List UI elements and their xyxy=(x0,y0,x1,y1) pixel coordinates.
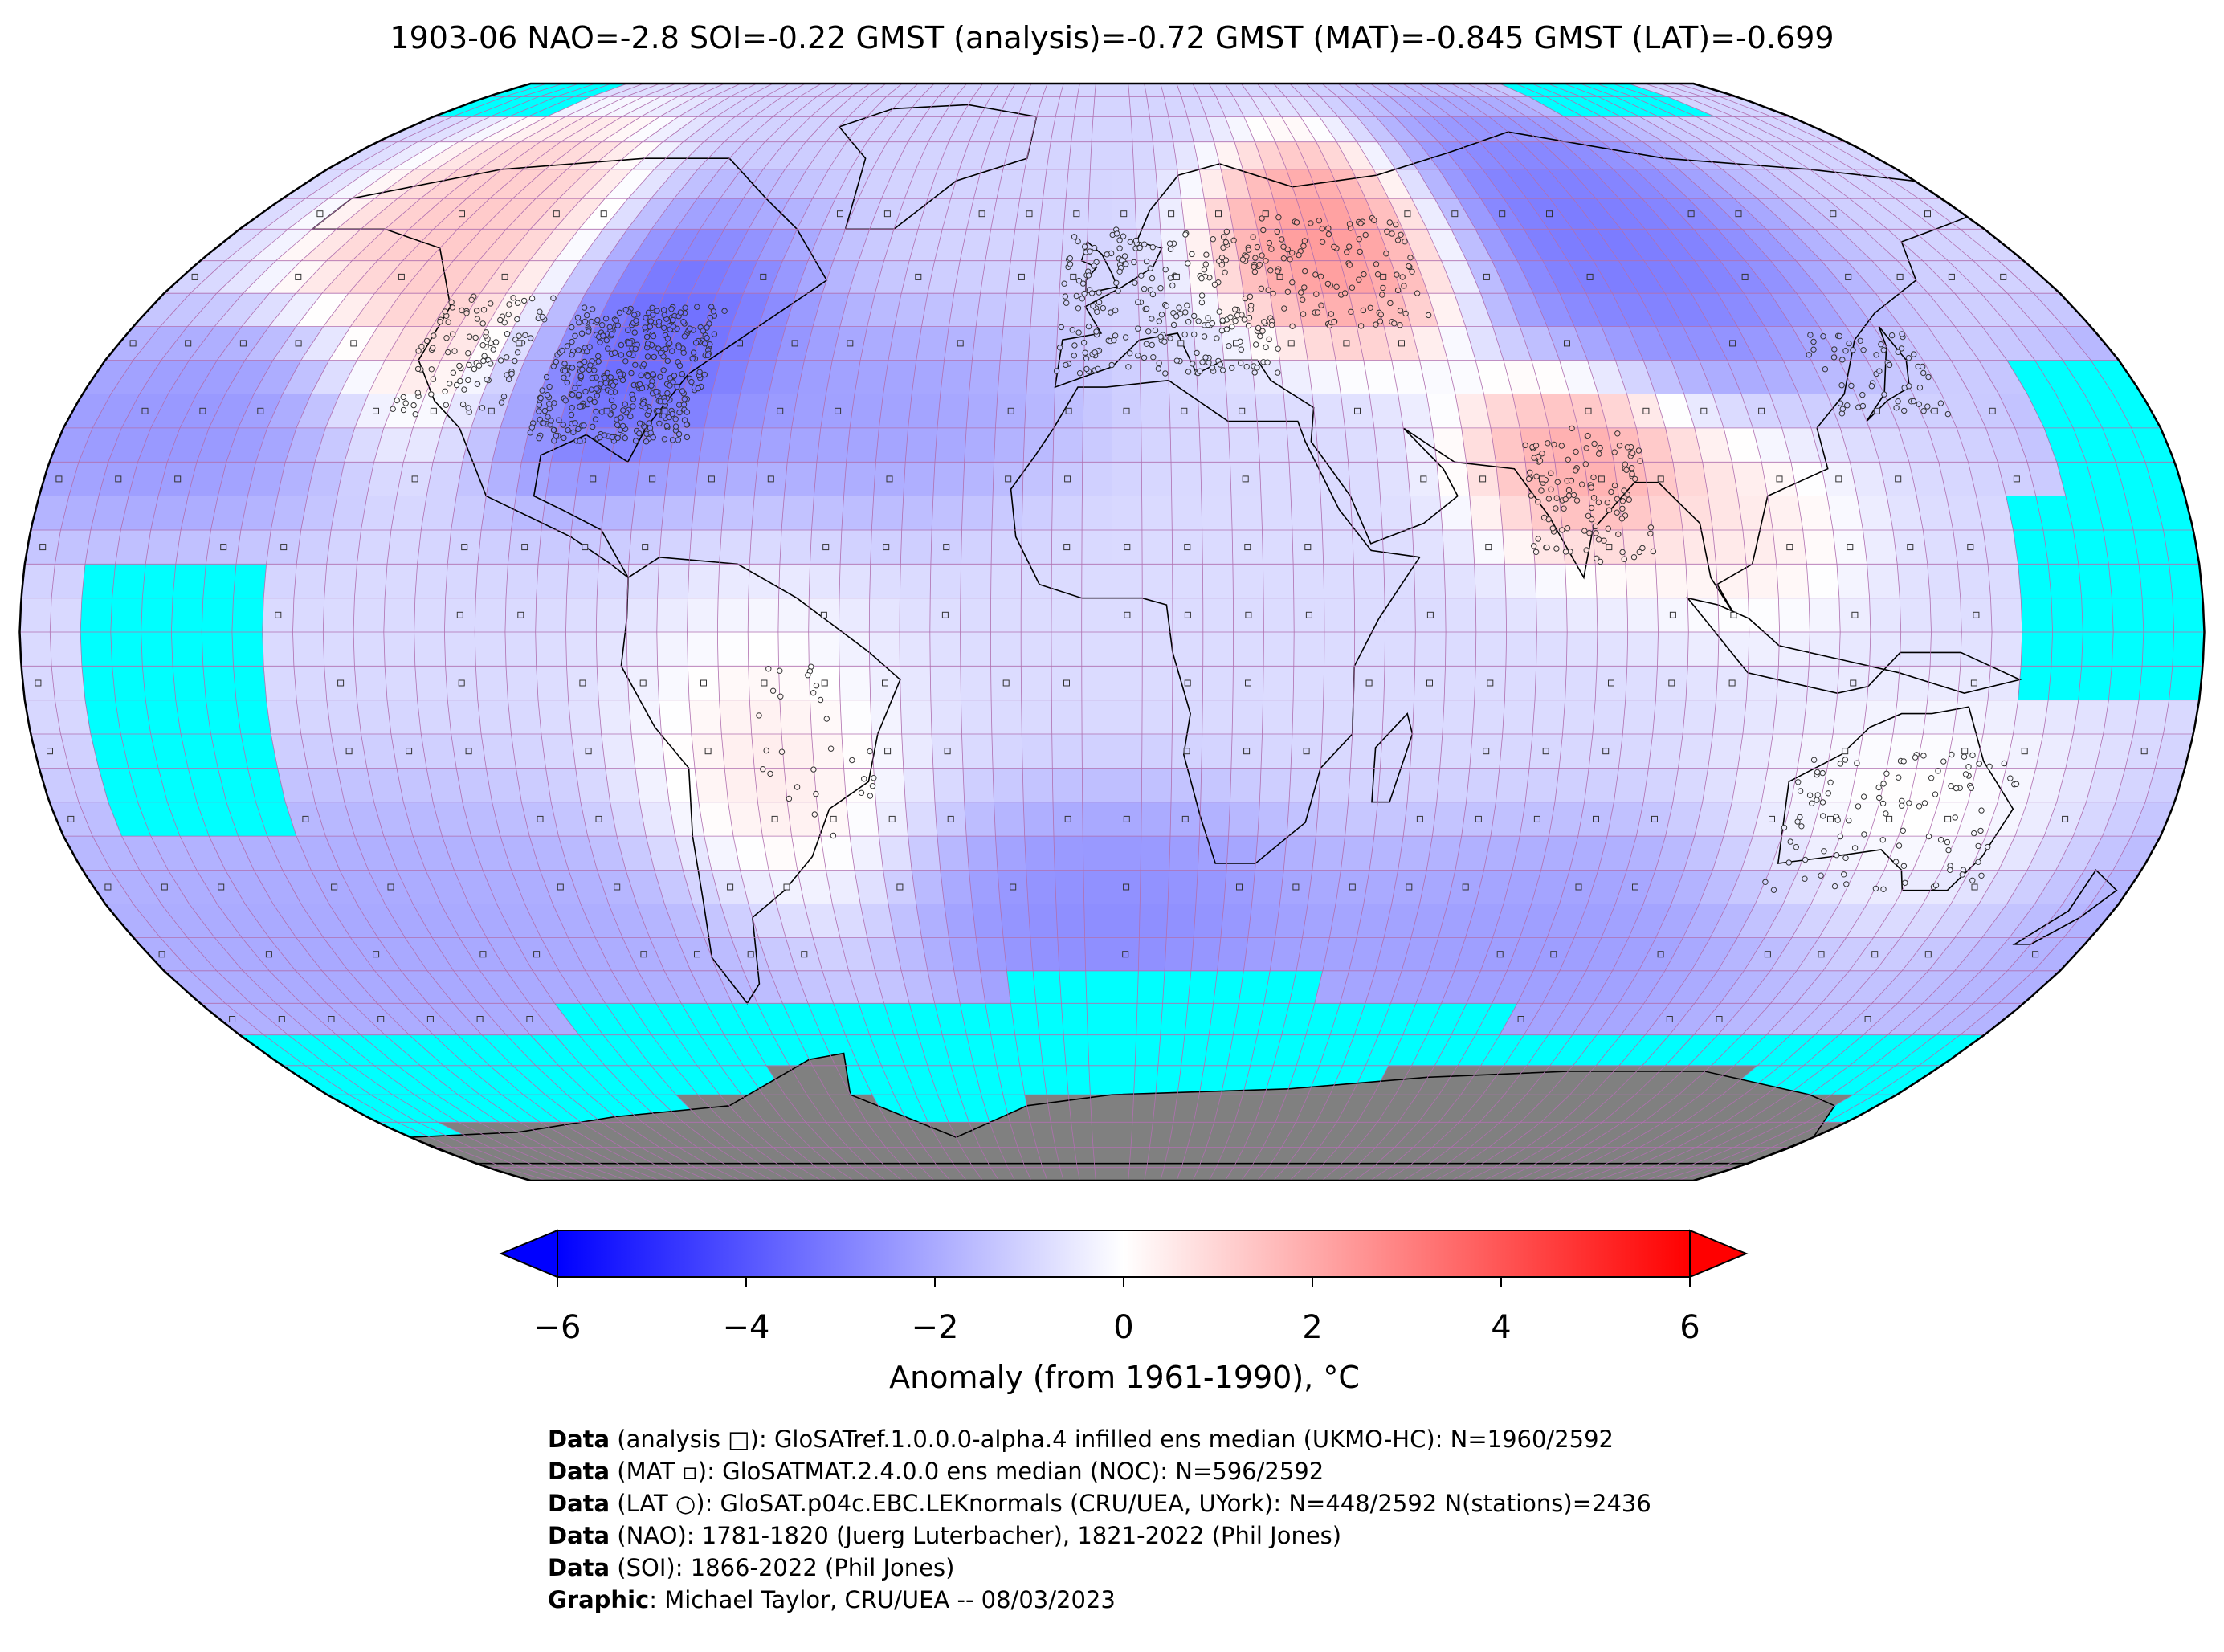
colorbar-max-extension xyxy=(1689,1229,1749,1279)
colorbar-tick-label: 4 xyxy=(1491,1309,1512,1346)
temperature-anomaly-map xyxy=(18,82,2206,1181)
credit-line: Data (LAT ○): GloSAT.p04c.EBC.LEKnormals… xyxy=(548,1487,1651,1519)
credit-text: (MAT ▫): GloSATMAT.2.4.0.0 ens median (N… xyxy=(610,1458,1324,1485)
credit-text: : Michael Taylor, CRU/UEA -- 08/03/2023 xyxy=(649,1586,1116,1613)
credit-text: (NAO): 1781-1820 (Juerg Luterbacher), 18… xyxy=(610,1522,1342,1549)
credit-text: (analysis □): GloSATref.1.0.0.0-alpha.4 … xyxy=(610,1426,1614,1453)
colorbar-tick-label: 0 xyxy=(1113,1309,1134,1346)
credit-text: (SOI): 1866-2022 (Phil Jones) xyxy=(610,1554,955,1581)
colorbar-gradient xyxy=(557,1230,1691,1278)
colorbar-tick-label: −6 xyxy=(533,1309,582,1346)
credit-line: Data (SOI): 1866-2022 (Phil Jones) xyxy=(548,1552,1651,1584)
colorbar-min-extension xyxy=(499,1229,558,1279)
map-title: 1903-06 NAO=-2.8 SOI=-0.22 GMST (analysi… xyxy=(390,20,1834,55)
credit-heading: Data xyxy=(548,1426,610,1453)
colorbar-tick-label: 2 xyxy=(1302,1309,1323,1346)
credit-heading: Data xyxy=(548,1554,610,1581)
data-credits: Data (analysis □): GloSATref.1.0.0.0-alp… xyxy=(548,1423,1651,1616)
credit-line: Graphic: Michael Taylor, CRU/UEA -- 08/0… xyxy=(548,1584,1651,1616)
colorbar-label: Anomaly (from 1961-1990), °C xyxy=(889,1360,1360,1395)
credit-heading: Graphic xyxy=(548,1586,650,1613)
credit-heading: Data xyxy=(548,1522,610,1549)
credit-heading: Data xyxy=(548,1458,610,1485)
credit-line: Data (MAT ▫): GloSATMAT.2.4.0.0 ens medi… xyxy=(548,1455,1651,1487)
colorbar-tick-label: −2 xyxy=(911,1309,959,1346)
credit-text: (LAT ○): GloSAT.p04c.EBC.LEKnormals (CRU… xyxy=(610,1490,1651,1517)
colorbar-ticks xyxy=(557,1277,1691,1287)
colorbar-tick-label: −4 xyxy=(722,1309,770,1346)
colorbar-tick-label: 6 xyxy=(1679,1309,1700,1346)
credit-heading: Data xyxy=(548,1490,610,1517)
credit-line: Data (analysis □): GloSATref.1.0.0.0-alp… xyxy=(548,1423,1651,1455)
credit-line: Data (NAO): 1781-1820 (Juerg Luterbacher… xyxy=(548,1519,1651,1552)
